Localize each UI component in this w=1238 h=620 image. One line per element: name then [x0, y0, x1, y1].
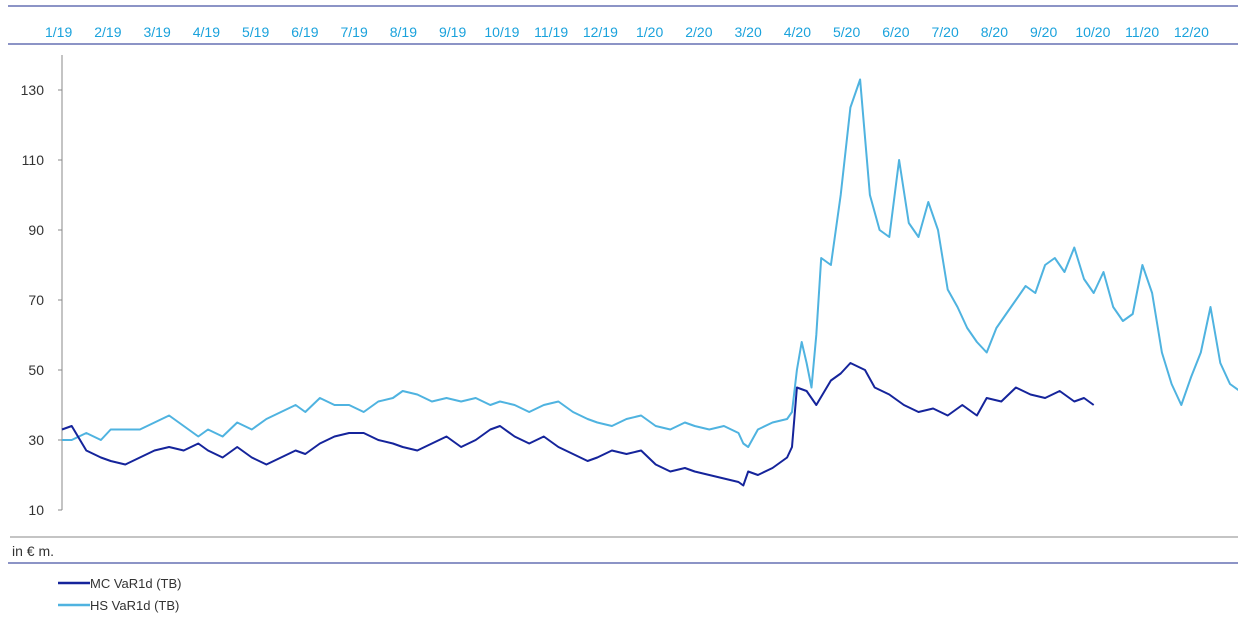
series-line	[62, 78, 1238, 448]
month-label: 5/20	[833, 24, 860, 40]
month-label: 11/19	[534, 24, 568, 40]
y-tick-label: 90	[28, 222, 44, 238]
series-layer	[61, 78, 1238, 487]
y-tick-label: 10	[28, 502, 44, 518]
month-label: 11/20	[1125, 24, 1159, 40]
unit-label: in € m.	[12, 543, 54, 559]
month-label: 5/19	[242, 24, 269, 40]
month-label: 3/19	[144, 24, 171, 40]
month-label: 1/20	[636, 24, 663, 40]
legend-label: HS VaR1d (TB)	[90, 598, 179, 613]
month-label: 8/20	[981, 24, 1008, 40]
month-label: 12/19	[583, 24, 618, 40]
legend: MC VaR1d (TB) HS VaR1d (TB)	[58, 576, 182, 613]
month-label: 6/20	[882, 24, 909, 40]
y-tick-label: 30	[28, 432, 44, 448]
y-tick-label: 70	[28, 292, 44, 308]
month-label: 2/20	[685, 24, 712, 40]
y-tick-label: 130	[21, 82, 45, 98]
legend-label: MC VaR1d (TB)	[90, 576, 182, 591]
month-label: 9/20	[1030, 24, 1057, 40]
month-label: 12/20	[1174, 24, 1209, 40]
month-label: 2/19	[94, 24, 121, 40]
month-axis-labels: 1/19 2/19 3/19 4/19 5/19 6/19 7/19 8/19 9/19 10/1…	[45, 24, 1209, 40]
month-label: 10/19	[484, 24, 519, 40]
month-label: 4/19	[193, 24, 220, 40]
y-axis-ticks: 10 30 50 70 90 110 130	[21, 82, 62, 518]
month-label: 10/20	[1075, 24, 1110, 40]
month-label: 3/20	[735, 24, 762, 40]
month-label: 1/19	[45, 24, 72, 40]
month-label: 4/20	[784, 24, 811, 40]
month-label: 7/19	[341, 24, 368, 40]
month-label: 8/19	[390, 24, 417, 40]
month-label: 6/19	[291, 24, 318, 40]
month-label: 7/20	[932, 24, 959, 40]
y-tick-label: 110	[22, 152, 45, 168]
series-line	[61, 362, 1095, 487]
y-tick-label: 50	[28, 362, 44, 378]
month-label: 9/19	[439, 24, 466, 40]
